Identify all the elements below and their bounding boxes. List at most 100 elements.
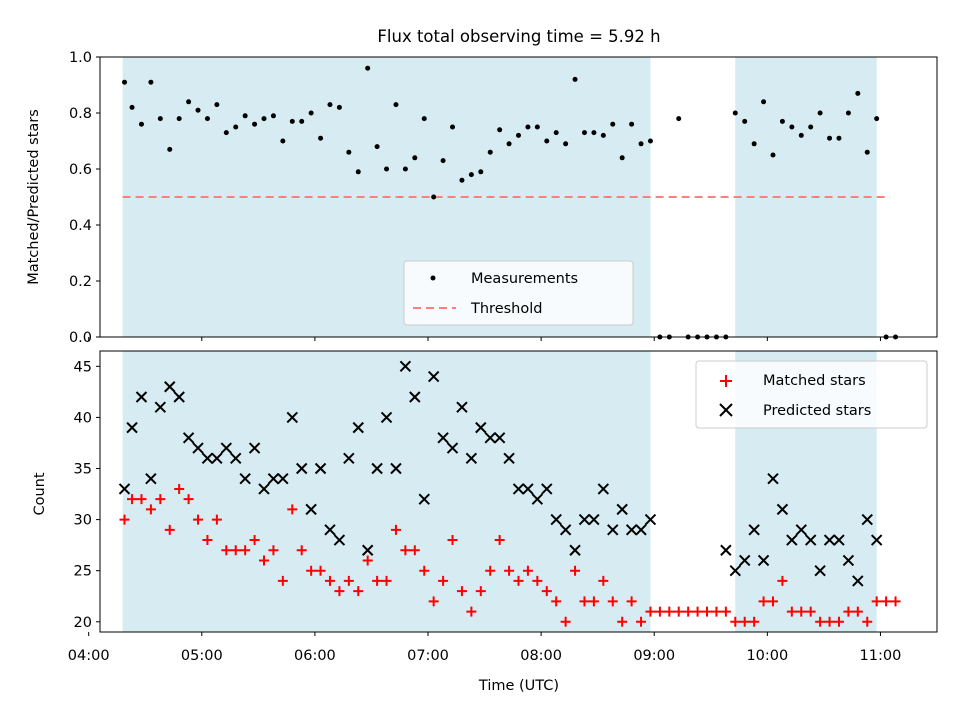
measurement-point [544,138,550,144]
measurement-point [450,124,456,130]
predicted-star-point [739,554,751,567]
matched-star-point [504,565,515,576]
legend-measurements-label: Measurements [471,271,578,287]
predicted-star-point [418,493,430,505]
measurement-point [742,118,748,124]
predicted-star-point [625,524,638,536]
predicted-star-point [541,483,553,495]
predicted-star-point [154,401,167,413]
predicted-star-point [239,473,251,485]
predicted-star-point [559,524,572,536]
measurement-point [497,127,503,133]
matched-star-point [881,596,892,607]
predicted-star-point [833,534,845,546]
matched-star-point [815,616,826,627]
matched-star-point [127,494,138,505]
matched-star-point [183,494,194,505]
matched-star-point [193,514,204,525]
matched-star-point [532,575,543,586]
predicted-star-point [493,432,506,444]
predicted-star-point [324,524,336,536]
predicted-star-point [786,534,798,546]
predicted-star-point [305,503,317,516]
matched-star-point [306,565,317,576]
y-tick-label: 35 [74,462,92,478]
predicted-star-point [248,442,261,454]
count-x-ticks: 04:00 05:00 06:00 07:00 08:00 09:00 10:00 11:00 [68,632,901,664]
x-tick-label: 07:00 [407,648,449,664]
chart-title: Flux total observing time = 5.92 h [377,27,660,46]
matched-star-point [324,575,335,586]
matched-star-point [758,596,769,607]
measurement-point [308,110,314,116]
measurement-point [723,334,729,340]
matched-star-point [852,606,863,617]
ratio-axes-frame [99,56,938,338]
matched-star-point [155,494,166,505]
ratio-legend: Measurements Threshold [403,260,634,326]
x-tick-label: 04:00 [68,648,110,664]
predicted-star-point [644,513,657,526]
matched-star-point [164,524,175,535]
predicted-star-point [182,432,195,444]
matched-star-point [409,545,420,556]
legend-measurements-marker [430,275,436,281]
predicted-star-point [607,524,619,536]
measurement-point [845,110,851,116]
x-axis-label: Time (UTC) [478,678,559,694]
observing-window [122,351,651,632]
measurement-point [563,141,569,147]
matched-star-point [343,575,354,586]
matched-star-point [749,616,760,627]
predicted-star-point [135,391,148,403]
matched-star-points [119,483,901,627]
y-tick-label: 0.8 [69,106,92,122]
matched-star-point [230,545,241,556]
x-tick-label: 08:00 [520,648,562,664]
measurement-point [619,155,625,161]
matched-star-point [466,606,477,617]
matched-star-point [456,586,467,597]
matched-star-point [551,596,562,607]
predicted-star-point [211,452,223,464]
matched-star-point [438,575,449,586]
matched-star-point [287,504,298,515]
measurement-point [270,113,276,119]
predicted-star-point [522,483,534,495]
matched-star-point [447,535,458,546]
matched-star-point [711,606,722,617]
predicted-star-point [635,524,647,536]
measurement-point [883,334,889,340]
predicted-star-point [399,360,412,373]
measurement-point [770,152,776,158]
predicted-star-point [333,534,346,546]
y-tick-label: 0.4 [69,218,92,234]
measurement-point [122,79,128,85]
measurement-point [242,113,248,119]
measurement-point [355,169,361,175]
predicted-star-point [173,391,185,403]
predicted-star-point [371,462,383,475]
measurement-point [657,334,663,340]
matched-star-point [419,565,430,576]
predicted-star-point [352,421,364,434]
x-tick-label: 10:00 [746,648,788,664]
predicted-star-point [484,432,496,444]
predicted-star-point [126,421,138,434]
measurement-point [553,130,559,136]
predicted-star-point [390,462,402,475]
matched-star-point [174,483,185,494]
measurement-point [713,334,719,340]
measurement-points [122,65,899,340]
measurement-point [459,177,465,183]
predicted-star-points [118,360,883,587]
y-tick-label: 0.6 [69,162,92,178]
measurement-point [827,135,833,141]
predicted-star-point [118,483,131,495]
matched-star-point [428,596,439,607]
predicted-star-point [296,462,308,475]
measurement-point [534,124,540,130]
predicted-star-point [314,462,327,475]
predicted-star-point [531,493,544,505]
ratio-y-ticks: 0.0 0.2 0.4 0.6 0.8 1.0 [69,50,100,346]
